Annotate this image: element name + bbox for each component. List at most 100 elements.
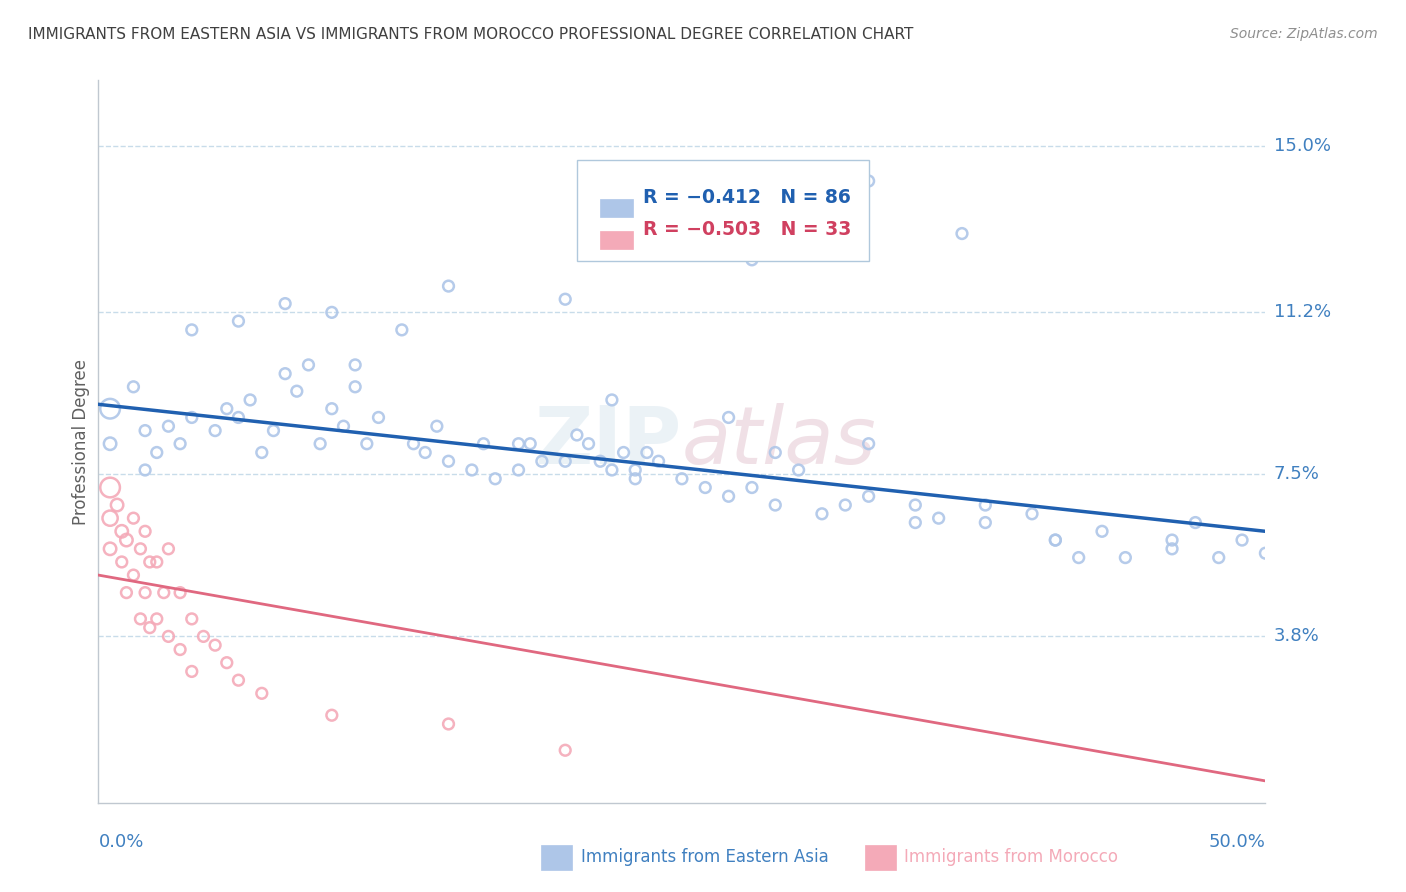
Point [763,445,786,459]
Point [98,541,121,556]
Point [285,384,308,399]
Point [1161,533,1184,547]
Point [250,686,273,700]
Point [180,665,202,679]
Point [344,380,367,394]
Text: 7.5%: 7.5% [1274,466,1320,483]
Point [215,401,238,416]
Point [309,436,332,450]
Point [157,541,180,556]
Point [157,629,180,643]
Point [834,498,856,512]
Point [239,392,262,407]
Point [600,463,623,477]
Point [152,585,174,599]
Point [647,454,669,468]
Point [1184,516,1206,530]
Point [321,401,343,416]
Point [811,507,834,521]
Point [321,305,343,319]
Point [274,296,297,310]
Point [1114,550,1136,565]
Text: R = −0.412   N = 86: R = −0.412 N = 86 [644,188,851,207]
FancyBboxPatch shape [576,160,869,260]
Text: IMMIGRANTS FROM EASTERN ASIA VS IMMIGRANTS FROM MOROCCO PROFESSIONAL DEGREE CORR: IMMIGRANTS FROM EASTERN ASIA VS IMMIGRAN… [28,27,914,42]
Point [554,454,576,468]
Point [228,314,250,328]
Point [519,436,541,450]
Point [613,445,636,459]
Point [904,498,927,512]
Point [624,472,647,486]
Point [530,454,553,468]
Point [589,454,612,468]
Point [472,436,495,450]
Point [1091,524,1114,539]
Point [321,708,343,723]
Point [1045,533,1067,547]
Point [426,419,449,434]
Point [367,410,389,425]
Point [115,585,138,599]
Point [146,612,169,626]
Point [554,743,576,757]
Point [180,323,202,337]
Point [180,410,202,425]
Point [98,401,121,416]
Point [1208,550,1230,565]
Point [461,463,484,477]
Point [600,392,623,407]
Point [858,489,880,503]
Point [565,428,588,442]
Point [974,516,997,530]
Point [134,463,156,477]
Point [134,424,156,438]
Text: R = −0.503   N = 33: R = −0.503 N = 33 [644,220,852,239]
Point [98,511,121,525]
Text: Immigrants from Morocco: Immigrants from Morocco [904,848,1118,866]
Point [1067,550,1090,565]
Point [858,174,880,188]
Point [1230,533,1253,547]
Point [262,424,284,438]
Point [122,380,145,394]
Point [146,445,169,459]
Point [122,568,145,582]
Point [554,292,576,306]
Text: ZIP: ZIP [534,402,682,481]
Point [437,717,460,731]
Point [356,436,378,450]
Point [741,481,763,495]
Point [1161,541,1184,556]
Point [1021,507,1043,521]
Point [98,436,121,450]
Text: 50.0%: 50.0% [1209,833,1265,851]
Point [139,555,162,569]
Point [169,585,191,599]
Point [391,323,413,337]
Point [169,642,191,657]
Point [402,436,425,450]
Point [437,454,460,468]
Point [111,524,134,539]
Point [1254,546,1277,560]
Point [671,472,693,486]
Text: 3.8%: 3.8% [1274,627,1319,646]
Text: atlas: atlas [682,402,877,481]
Point [180,612,202,626]
Point [228,673,250,688]
Point [950,227,973,241]
Point [193,629,215,643]
Point [332,419,354,434]
Point [928,511,950,525]
Point [484,472,506,486]
Point [508,436,530,450]
Point [274,367,297,381]
Point [763,498,786,512]
Point [741,252,763,267]
Point [717,489,740,503]
Point [974,498,997,512]
Point [624,463,647,477]
Text: Immigrants from Eastern Asia: Immigrants from Eastern Asia [581,848,828,866]
Point [134,524,156,539]
